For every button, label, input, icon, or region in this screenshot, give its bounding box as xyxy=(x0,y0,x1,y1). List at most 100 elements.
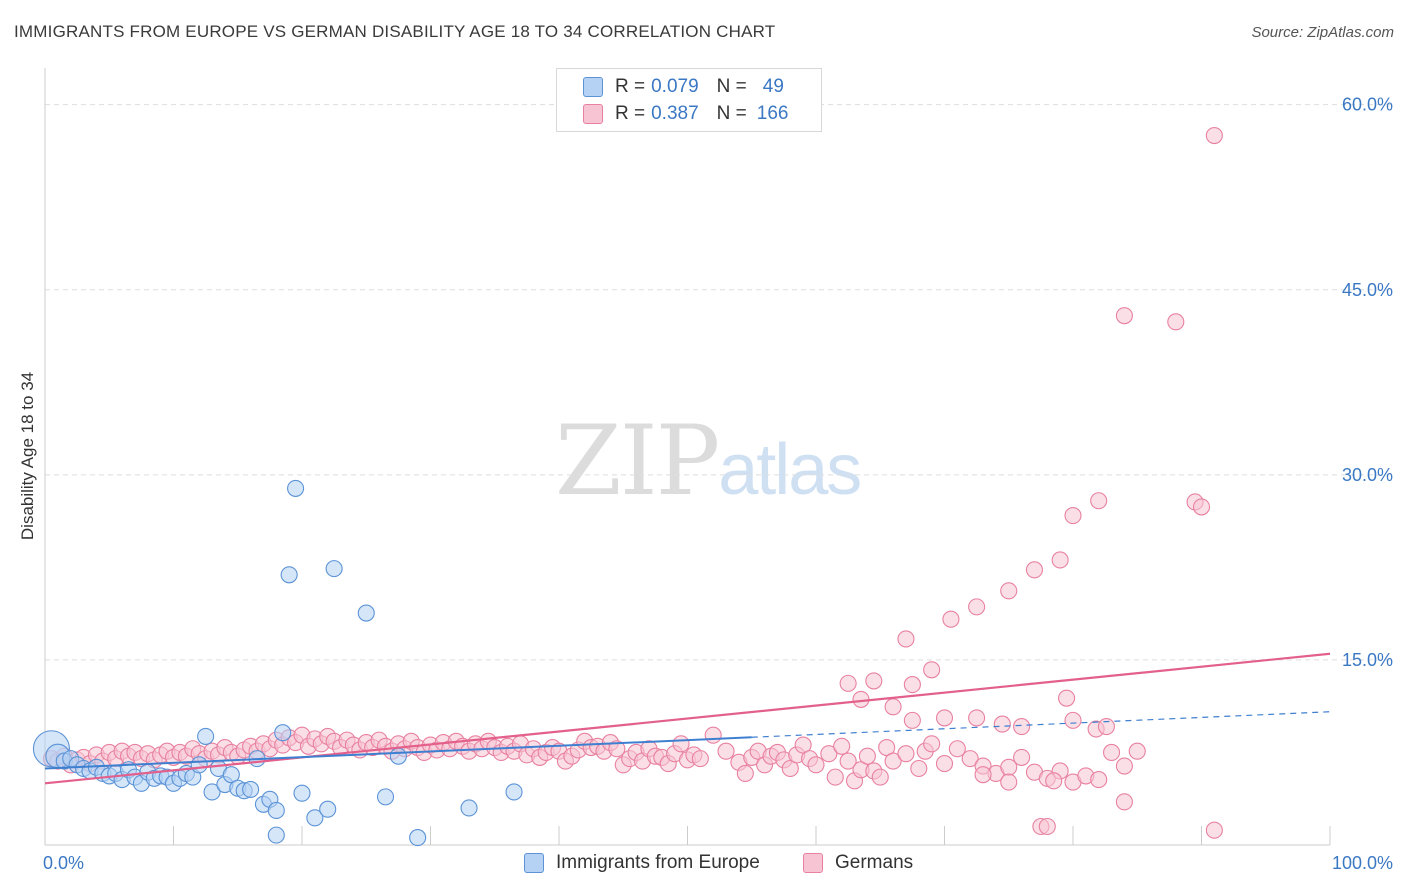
point-germans xyxy=(1115,307,1133,325)
legend-r-label: R = xyxy=(615,103,646,124)
chart-title: IMMIGRANTS FROM EUROPE VS GERMAN DISABIL… xyxy=(14,22,776,41)
point-immigrants xyxy=(325,560,343,578)
legend-n-label: N = xyxy=(716,103,747,124)
point-germans xyxy=(736,764,754,782)
point-immigrants xyxy=(267,826,285,844)
point-germans xyxy=(942,610,960,628)
point-germans xyxy=(672,735,690,753)
point-germans xyxy=(1013,748,1031,766)
point-immigrants xyxy=(409,829,427,847)
point-germans xyxy=(1097,717,1115,736)
y-tick-label: 45.0% xyxy=(1342,280,1393,300)
point-germans xyxy=(1090,771,1108,789)
legend-swatch-pink xyxy=(583,104,603,124)
trendline-immigrants xyxy=(44,736,752,770)
point-germans xyxy=(910,759,928,778)
point-germans xyxy=(833,737,851,755)
point-germans xyxy=(923,661,941,679)
point-germans xyxy=(871,768,889,786)
bottom-legend-swatch-pink xyxy=(803,853,823,873)
trendline-germans xyxy=(44,652,1331,785)
watermark-zip: ZIP xyxy=(555,405,720,517)
point-germans xyxy=(974,766,992,784)
y-tick-label: 60.0% xyxy=(1342,95,1393,115)
legend-n-value: 166 xyxy=(756,103,789,124)
point-germans xyxy=(968,598,986,616)
point-immigrants xyxy=(203,783,221,801)
bottom-legend-germans: Germans xyxy=(803,852,913,874)
point-germans xyxy=(826,768,844,786)
point-germans xyxy=(1064,507,1082,525)
point-germans xyxy=(839,674,857,692)
point-immigrants xyxy=(306,809,324,827)
point-germans xyxy=(1000,582,1018,600)
point-germans xyxy=(1025,561,1043,579)
point-germans xyxy=(903,711,921,729)
trendline-immigrants-dashed xyxy=(751,711,1331,738)
point-germans xyxy=(1000,773,1018,791)
point-immigrants xyxy=(293,784,311,802)
point-germans xyxy=(935,709,954,727)
point-germans xyxy=(691,750,709,768)
point-germans xyxy=(1045,772,1063,790)
x-tick-label: 100.0% xyxy=(1332,853,1393,873)
point-germans xyxy=(884,698,902,716)
point-germans xyxy=(1064,711,1082,729)
legend-swatch-blue xyxy=(583,77,603,97)
point-germans xyxy=(935,755,954,773)
legend-n-label: N = xyxy=(716,76,747,97)
point-germans xyxy=(961,750,979,768)
point-germans xyxy=(1205,821,1223,839)
point-germans xyxy=(1103,743,1121,762)
legend-row-immigrants: R = 0.079 N = 49 xyxy=(583,75,784,99)
legend-row-germans: R = 0.387 N = 166 xyxy=(583,102,788,126)
legend-r-label: R = xyxy=(615,76,646,97)
point-germans xyxy=(858,747,876,765)
legend-r-value: 0.387 xyxy=(651,103,699,124)
bottom-legend-immigrants: Immigrants from Europe xyxy=(524,852,760,874)
watermark: ZIPatlas xyxy=(555,405,862,517)
point-immigrants xyxy=(389,747,407,765)
bottom-legend-label: Germans xyxy=(835,852,914,873)
point-germans xyxy=(1205,126,1223,145)
y-axis-label: Disability Age 18 to 34 xyxy=(18,371,37,541)
point-germans xyxy=(1167,313,1185,331)
point-immigrants xyxy=(190,756,208,774)
point-immigrants xyxy=(280,566,298,584)
point-germans xyxy=(1115,793,1133,811)
point-germans xyxy=(717,742,735,760)
point-germans xyxy=(1128,742,1146,760)
bottom-legend-label: Immigrants from Europe xyxy=(556,852,760,873)
point-germans xyxy=(1038,817,1056,836)
point-germans xyxy=(1115,757,1133,775)
point-immigrants xyxy=(267,801,285,820)
point-germans xyxy=(993,715,1011,733)
point-germans xyxy=(839,752,857,770)
point-immigrants xyxy=(376,788,395,806)
legend-r-value: 0.079 xyxy=(651,76,699,97)
point-germans xyxy=(1058,689,1076,707)
point-germans xyxy=(820,745,838,763)
point-immigrants xyxy=(197,727,215,745)
point-germans xyxy=(968,709,986,727)
point-immigrants xyxy=(460,799,478,817)
point-germans xyxy=(807,756,825,774)
point-immigrants xyxy=(242,780,260,799)
point-immigrants xyxy=(319,800,337,818)
legend-n-value: 49 xyxy=(762,76,784,97)
point-germans xyxy=(704,726,722,744)
point-germans xyxy=(608,740,626,758)
point-immigrants xyxy=(357,604,375,622)
point-germans xyxy=(1192,498,1211,516)
point-germans xyxy=(897,745,915,763)
bottom-legend-swatch-blue xyxy=(524,853,544,873)
point-germans xyxy=(923,735,941,753)
point-immigrants xyxy=(274,724,292,742)
watermark-atlas: atlas xyxy=(718,430,862,510)
point-germans xyxy=(884,752,902,770)
point-germans xyxy=(1051,551,1069,569)
point-immigrants xyxy=(505,783,523,801)
point-germans xyxy=(897,630,915,648)
correlation-legend: R = 0.079 N = 49 R = 0.387 N = 166 xyxy=(556,68,822,132)
